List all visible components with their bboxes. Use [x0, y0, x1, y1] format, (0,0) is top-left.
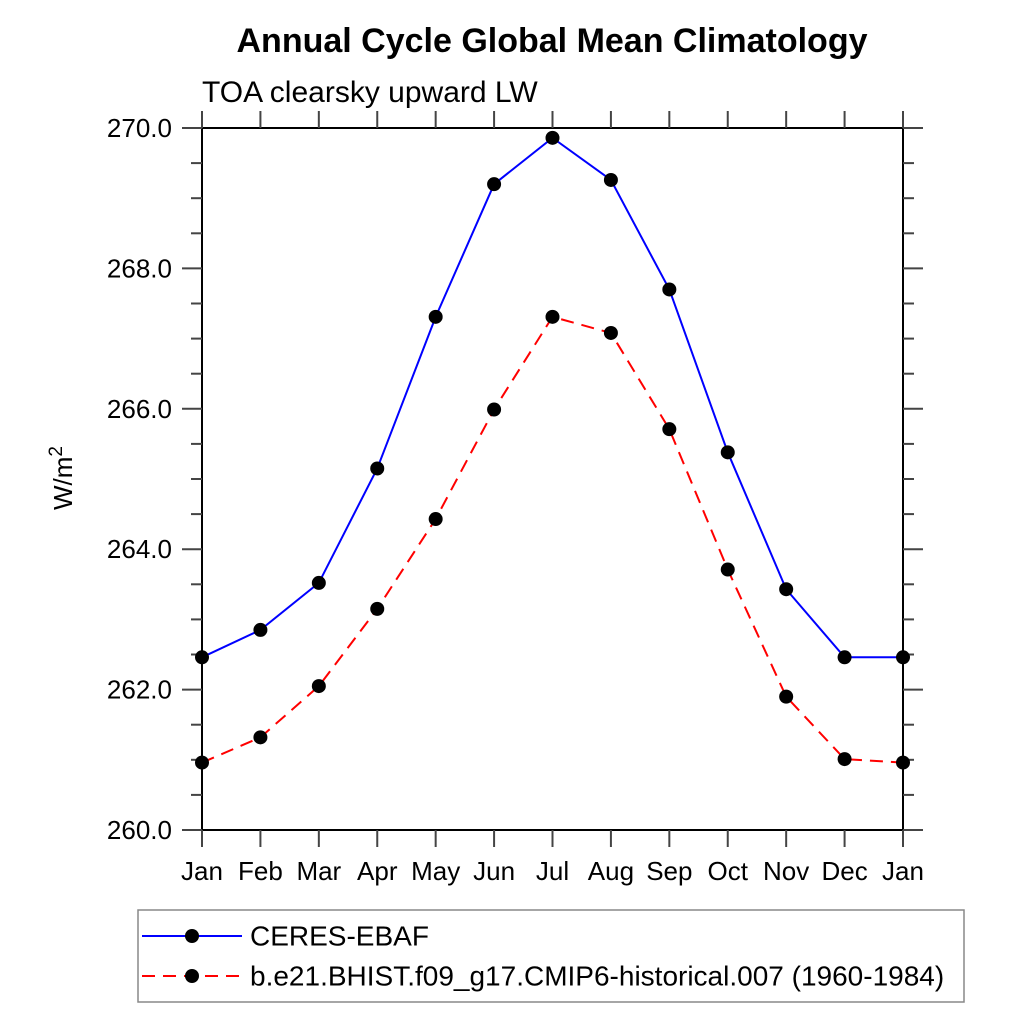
y-tick-label: 260.0	[107, 815, 172, 845]
data-point-marker	[370, 601, 385, 616]
data-point-marker	[253, 730, 268, 745]
data-point-marker	[896, 755, 910, 770]
legend-box	[137, 909, 965, 1003]
data-point-marker	[720, 562, 735, 577]
legend-marker	[185, 929, 199, 943]
series-line-0	[201, 136, 903, 659]
plot-frame	[201, 127, 904, 831]
data-point-marker	[311, 575, 326, 590]
data-point-marker	[779, 689, 794, 704]
data-point-marker	[545, 130, 560, 145]
data-point-marker	[837, 650, 852, 665]
y-axis-label-group: W/m2	[46, 446, 78, 510]
legend-label: CERES-EBAF	[250, 921, 429, 952]
plot-axes: Jan Feb Mar Apr May Jun Jul Aug Sep Oct Nov Dec Jan 2…	[107, 111, 924, 886]
x-tick-label: Dec	[821, 856, 867, 886]
data-point-marker	[428, 512, 443, 527]
data-point-marker	[428, 309, 443, 324]
y-tick-label: 268.0	[107, 253, 172, 283]
y-tick-label: 262.0	[107, 675, 172, 705]
data-point-marker	[545, 309, 560, 324]
x-tick-label: Feb	[238, 856, 283, 886]
chart-subtitle: TOA clearsky upward LW	[202, 76, 538, 109]
x-tick-label: Jun	[473, 856, 515, 886]
chart-series	[195, 130, 910, 770]
x-tick-label: May	[411, 856, 460, 886]
data-point-marker	[487, 177, 502, 192]
legend-label: b.e21.BHIST.f09_g17.CMIP6-historical.007…	[250, 961, 944, 992]
x-tick-label: Oct	[708, 856, 749, 886]
data-point-marker	[311, 679, 326, 694]
data-point-marker	[779, 582, 794, 597]
y-tick-label: 270.0	[107, 113, 172, 143]
y-tick-label: 264.0	[107, 534, 172, 564]
chart-title: Annual Cycle Global Mean Climatology	[237, 22, 868, 60]
data-point-marker	[662, 282, 677, 297]
x-tick-label: Sep	[646, 856, 692, 886]
x-tick-label: Jul	[536, 856, 569, 886]
data-point-marker	[662, 422, 677, 437]
data-point-marker	[195, 650, 209, 665]
data-point-marker	[896, 650, 910, 665]
x-tick-label: Jan	[181, 856, 223, 886]
data-point-marker	[195, 755, 209, 770]
data-point-marker	[603, 172, 618, 187]
data-point-marker	[603, 325, 618, 340]
x-tick-label: Aug	[588, 856, 634, 886]
data-point-marker	[837, 752, 852, 767]
series-line-1	[201, 315, 904, 764]
y-tick-label: 266.0	[107, 394, 172, 424]
legend-marker	[185, 969, 199, 983]
x-tick-label: Apr	[357, 856, 398, 886]
x-tick-label: Mar	[296, 856, 341, 886]
data-point-marker	[253, 622, 268, 637]
x-tick-label: Nov	[763, 856, 809, 886]
x-tick-label: Jan	[882, 856, 924, 886]
data-point-marker	[370, 461, 385, 476]
chart-legend: CERES-EBAF b.e21.BHIST.f09_g17.CMIP6-hist…	[137, 909, 965, 1003]
data-point-marker	[720, 445, 735, 460]
y-axis-label: W/m2	[46, 446, 78, 510]
data-point-marker	[487, 402, 502, 417]
